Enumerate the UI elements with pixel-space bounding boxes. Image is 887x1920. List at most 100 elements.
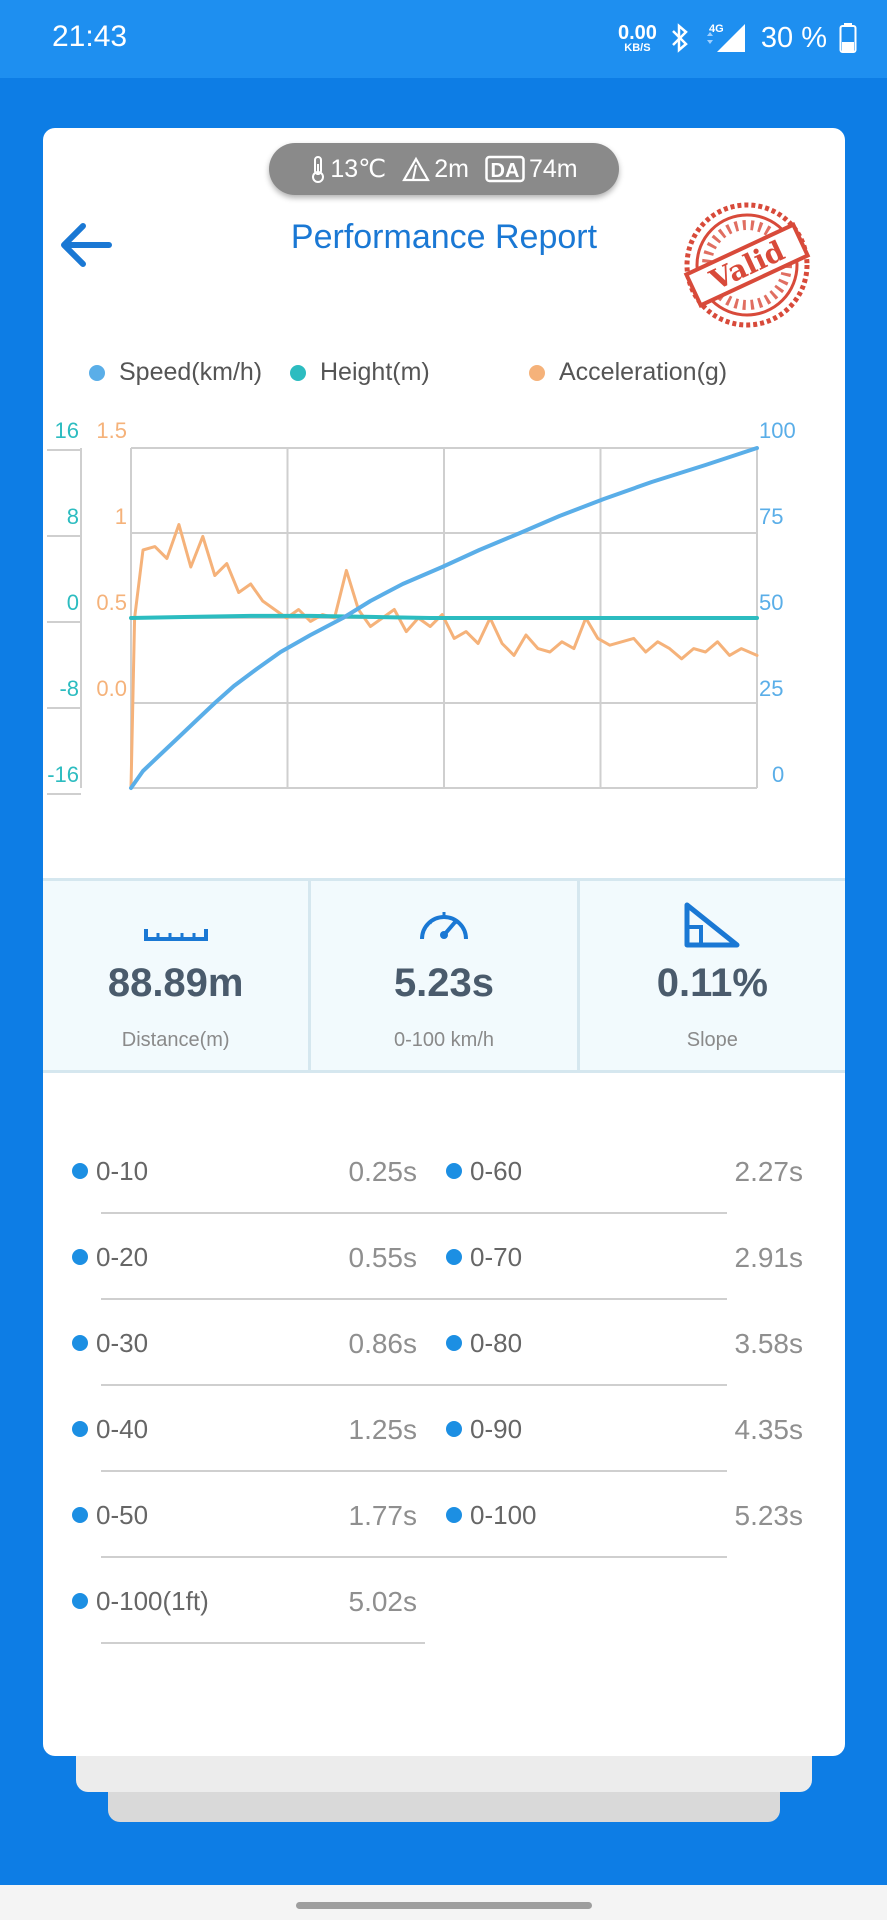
split-divider	[101, 1470, 425, 1472]
density-altitude-item: DA 74m	[485, 155, 578, 184]
split-label: 0-70	[470, 1242, 523, 1272]
acceleration-line	[129, 523, 759, 790]
split-value: 2.91s	[734, 1242, 804, 1273]
split-dot	[446, 1163, 462, 1179]
split-value: 2.27s	[734, 1156, 804, 1187]
split-dot	[446, 1249, 462, 1265]
net-speed-indicator: 0.00 KB/S	[618, 23, 657, 54]
temperature-item: 13℃	[310, 154, 386, 184]
split-dot	[446, 1421, 462, 1437]
split-item: 0-30 0.86s	[43, 1300, 425, 1386]
legend-dot-acceleration	[529, 364, 545, 381]
speed-tick-label: 25	[759, 676, 783, 701]
weather-pill: 13℃ 2m DA 74m	[269, 143, 619, 195]
split-item: 0-90 4.35s	[401, 1386, 845, 1472]
network-type-label: 4G	[709, 23, 724, 35]
navigation-bar	[0, 1885, 887, 1920]
split-label: 0-20	[96, 1242, 149, 1272]
chart-legend: Speed(km/h) Height(m) Acceleration(g)	[67, 358, 827, 398]
net-speed-unit: KB/S	[624, 41, 651, 54]
status-icons: 0.00 KB/S 4G 30 %	[618, 18, 857, 58]
split-label: 0-30	[96, 1328, 149, 1358]
slope-value: 0.11%	[656, 961, 768, 1005]
split-item: 0-50 1.77s	[43, 1472, 425, 1558]
split-label: 0-40	[96, 1414, 149, 1444]
valid-stamp-icon: Valid	[683, 202, 811, 328]
battery-icon	[839, 23, 857, 53]
split-dot	[72, 1335, 88, 1351]
acceleration-tick-label: 0.0	[96, 676, 127, 701]
split-divider	[101, 1298, 425, 1300]
split-item: 0-10 0.25s	[43, 1128, 425, 1214]
thermometer-icon	[312, 156, 325, 183]
split-value: 5.23s	[734, 1500, 804, 1531]
height-tick-label: 0	[67, 590, 79, 615]
split-label: 0-10	[96, 1156, 149, 1186]
split-divider	[401, 1470, 727, 1472]
performance-chart: 16 8 0 -8 -16 1.5 1 0.5 0.0 100 75 50 25 0	[47, 418, 796, 795]
split-label: 0-90	[470, 1414, 523, 1444]
net-speed-value: 0.00	[617, 21, 657, 44]
split-value: 0.55s	[348, 1242, 418, 1273]
split-label: 0-100	[470, 1500, 537, 1530]
home-gesture-handle[interactable]	[296, 1902, 592, 1909]
bluetooth-icon	[672, 23, 688, 53]
legend-item-speed: Speed(km/h)	[89, 358, 262, 387]
speed-tick-label: 0	[772, 762, 784, 787]
stat-acceleration-time: 5.23s 0-100 km/h	[308, 881, 576, 1070]
height-tick-label: -8	[59, 676, 79, 701]
temperature-value: 13℃	[330, 155, 387, 183]
split-divider	[101, 1384, 425, 1386]
legend-dot-height	[290, 364, 306, 381]
split-dot	[72, 1163, 88, 1179]
split-divider	[401, 1384, 727, 1386]
distance-value: 88.89m	[107, 961, 244, 1005]
speed-tick-label: 100	[759, 418, 796, 443]
card-stack-shadow-1	[76, 1750, 812, 1792]
split-item: 0-60 2.27s	[401, 1128, 845, 1214]
altitude-item: 2m	[402, 155, 469, 184]
legend-label-acceleration: Acceleration(g)	[559, 358, 728, 386]
split-value: 1.25s	[348, 1414, 418, 1445]
speedometer-icon	[419, 912, 468, 940]
acceleration-time-label: 0-100 km/h	[393, 1029, 495, 1051]
acceleration-tick-label: 0.5	[96, 590, 127, 615]
split-label: 0-100(1ft)	[96, 1586, 209, 1616]
height-tick-label: 8	[67, 504, 79, 529]
split-divider	[101, 1212, 425, 1214]
speed-tick-label: 75	[759, 504, 783, 529]
split-item: 0-70 2.91s	[401, 1214, 845, 1300]
slope-icon	[684, 902, 740, 948]
status-bar: 21:43 0.00 KB/S 4G 30 %	[0, 0, 887, 78]
split-divider	[401, 1298, 727, 1300]
split-value: 1.77s	[348, 1500, 418, 1531]
split-item: 0-80 3.58s	[401, 1300, 845, 1386]
split-dot	[72, 1507, 88, 1523]
height-tick-label: -16	[47, 762, 79, 787]
split-dot	[446, 1335, 462, 1351]
back-arrow-icon[interactable]	[57, 216, 115, 274]
distance-label: Distance(m)	[121, 1029, 230, 1051]
split-divider	[401, 1212, 727, 1214]
split-label: 0-60	[470, 1156, 523, 1186]
split-value: 0.25s	[348, 1156, 418, 1187]
speed-tick-label: 50	[759, 590, 783, 615]
acceleration-tick-label: 1	[115, 504, 127, 529]
mountain-icon	[402, 156, 431, 182]
performance-report-card: 13℃ 2m DA 74m Performance Report Valid	[43, 128, 845, 1756]
altitude-value: 2m	[434, 154, 469, 183]
split-label: 0-80	[470, 1328, 523, 1358]
height-line	[129, 613, 759, 620]
ruler-icon	[143, 929, 208, 941]
split-divider	[101, 1556, 425, 1558]
legend-label-speed: Speed(km/h)	[119, 358, 263, 386]
stats-row: 88.89m Distance(m) 5.23s 0-100 km/h 0.11…	[43, 878, 845, 1073]
split-value: 5.02s	[348, 1586, 418, 1617]
split-item: 0-40 1.25s	[43, 1386, 425, 1472]
page-title: Performance Report	[290, 218, 598, 256]
stat-slope: 0.11% Slope	[576, 881, 845, 1070]
split-divider	[101, 1642, 425, 1644]
split-value: 4.35s	[734, 1414, 804, 1445]
da-badge-text: DA	[491, 160, 520, 182]
density-altitude-value: 74m	[528, 154, 578, 183]
